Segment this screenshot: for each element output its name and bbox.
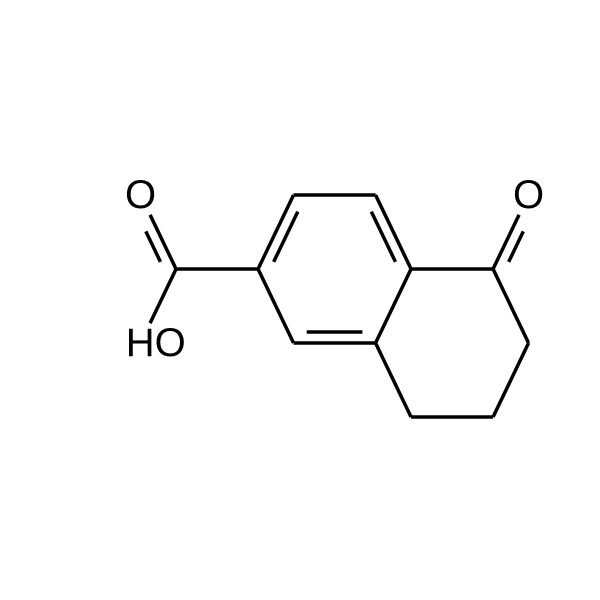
- bond: [493, 269, 529, 343]
- molecule-structure: O HO O: [0, 0, 600, 600]
- bond: [150, 269, 176, 323]
- bond: [493, 343, 529, 417]
- bond: [150, 215, 176, 269]
- atom-label: O: [513, 173, 544, 217]
- bond: [376, 343, 412, 417]
- bond: [258, 269, 294, 343]
- atom-label: O: [125, 173, 156, 217]
- bond: [146, 231, 161, 261]
- bond: [274, 212, 298, 262]
- bond: [371, 212, 395, 262]
- bond: [376, 269, 412, 343]
- bond: [509, 231, 524, 261]
- atom-label: HO: [126, 321, 186, 365]
- bond: [493, 215, 519, 269]
